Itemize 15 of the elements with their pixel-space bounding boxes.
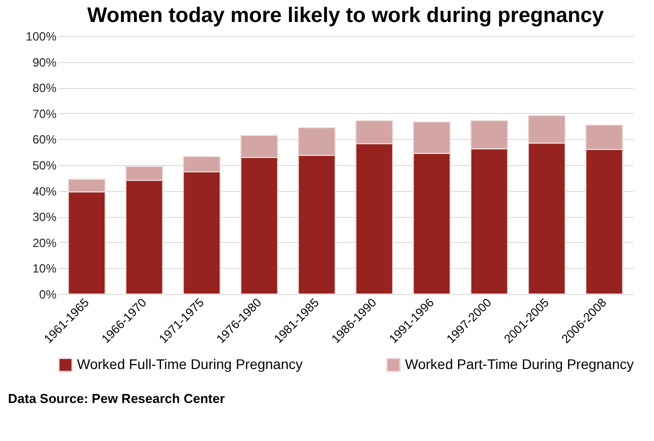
y-tick-label: 20% (32, 236, 57, 250)
y-tick-label: 10% (32, 262, 57, 276)
y-tick-label: 0% (39, 288, 57, 302)
y-tick-label: 90% (32, 55, 57, 70)
y-tick-label: 100% (26, 30, 57, 44)
legend-label: Worked Part-Time During Pregnancy (405, 356, 634, 372)
y-tick-label: 30% (32, 210, 57, 224)
legend-label: Worked Full-Time During Pregnancy (77, 356, 303, 372)
y-tick-label: 80% (32, 81, 57, 96)
y-tick-label: 40% (32, 184, 57, 198)
chart-title: Women today more likely to work during pregnancy (87, 4, 604, 27)
y-tick-label: 60% (32, 132, 57, 147)
y-tick-label: 70% (32, 106, 57, 121)
y-tick-label: 50% (32, 158, 57, 172)
source-note: Data Source: Pew Research Center (8, 391, 225, 406)
